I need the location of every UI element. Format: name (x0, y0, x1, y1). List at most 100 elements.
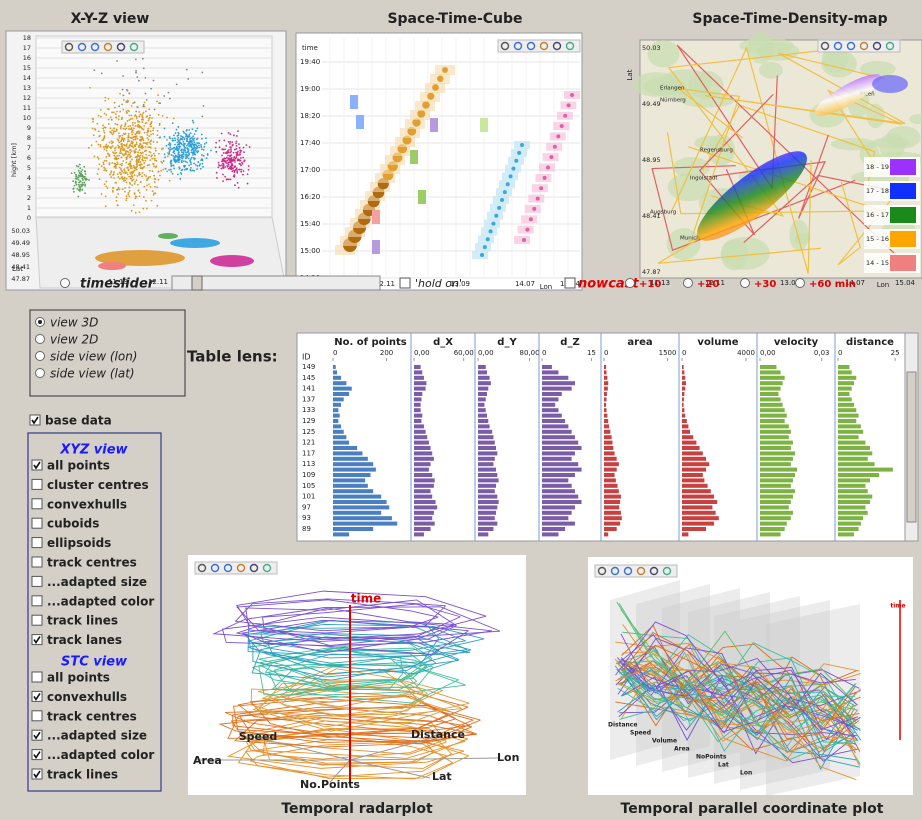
checkbox[interactable] (31, 749, 43, 761)
checkbox[interactable] (399, 277, 411, 289)
checkbox[interactable] (564, 277, 576, 289)
checkbox[interactable] (31, 556, 43, 568)
bar (604, 456, 617, 461)
point (178, 146, 181, 149)
tool-icon[interactable] (526, 41, 536, 51)
radio[interactable] (740, 278, 750, 288)
tool-icon[interactable] (610, 566, 620, 576)
tool-icon[interactable] (262, 563, 272, 573)
point (128, 128, 130, 131)
bar (542, 397, 559, 402)
scroll-thumb[interactable] (906, 371, 917, 523)
bar (838, 478, 870, 483)
tool-icon[interactable] (846, 41, 856, 51)
tool-icon[interactable] (249, 563, 259, 573)
checkbox[interactable] (31, 498, 43, 510)
radio[interactable] (683, 278, 693, 288)
tool-icon[interactable] (859, 41, 869, 51)
tool-icon[interactable] (513, 41, 523, 51)
tool-icon[interactable] (565, 41, 575, 51)
point (233, 134, 235, 137)
point (107, 153, 110, 156)
tool-icon[interactable] (103, 42, 113, 52)
checkbox[interactable] (31, 729, 43, 741)
point (122, 149, 125, 152)
checkbox[interactable] (31, 710, 43, 722)
tool-icon[interactable] (90, 42, 100, 52)
radio[interactable] (795, 278, 805, 288)
checkbox[interactable] (31, 614, 43, 626)
point (127, 138, 130, 141)
bar (838, 402, 854, 407)
slider-track[interactable] (171, 275, 381, 291)
slider-thumb[interactable] (191, 275, 203, 291)
tool-icon[interactable] (636, 566, 646, 576)
point (103, 159, 106, 162)
pc-line (621, 658, 856, 697)
checkbox[interactable] (31, 634, 43, 646)
tool-icon[interactable] (539, 41, 549, 51)
checkbox[interactable] (31, 671, 43, 683)
radio[interactable] (35, 368, 45, 378)
bar (760, 532, 781, 537)
checkbox[interactable] (31, 537, 43, 549)
radio[interactable] (35, 351, 45, 361)
point (229, 141, 232, 143)
bar (838, 483, 866, 488)
point (130, 128, 133, 131)
tool-icon[interactable] (64, 42, 74, 52)
bar (760, 386, 781, 391)
point (126, 140, 129, 143)
tool-icon[interactable] (236, 563, 246, 573)
checkbox[interactable] (31, 478, 43, 490)
toolbar-bg (497, 39, 581, 53)
tool-icon[interactable] (552, 41, 562, 51)
checkbox[interactable] (31, 459, 43, 471)
point (200, 137, 203, 140)
bar (838, 386, 852, 391)
point (130, 209, 133, 212)
radio[interactable] (35, 334, 45, 344)
tool-icon[interactable] (662, 566, 672, 576)
tool-icon[interactable] (129, 42, 139, 52)
tool-icon[interactable] (649, 566, 659, 576)
tool-icon[interactable] (597, 566, 607, 576)
checkbox[interactable] (31, 690, 43, 702)
point (231, 141, 234, 144)
bar (414, 435, 428, 440)
tool-icon[interactable] (833, 41, 843, 51)
tool-icon[interactable] (210, 563, 220, 573)
checkbox[interactable] (31, 517, 43, 529)
bar (682, 505, 713, 510)
tool-icon[interactable] (197, 563, 207, 573)
tool-icon[interactable] (500, 41, 510, 51)
point (149, 169, 151, 172)
tool-icon[interactable] (223, 563, 233, 573)
tool-icon[interactable] (77, 42, 87, 52)
tool-icon[interactable] (623, 566, 633, 576)
tool-icon[interactable] (820, 41, 830, 51)
point (117, 118, 120, 121)
radio[interactable] (625, 278, 635, 288)
point (172, 164, 175, 167)
checkbox[interactable] (31, 595, 43, 607)
tool-icon[interactable] (885, 41, 895, 51)
bar (333, 365, 336, 369)
checkbox[interactable] (31, 575, 43, 587)
point (167, 91, 170, 94)
y-tick-label: 16 (23, 54, 31, 62)
radio[interactable] (60, 278, 70, 288)
y-tick-label: 0 (27, 214, 31, 222)
checkbox[interactable] (31, 768, 43, 780)
point (178, 158, 181, 161)
bar (542, 473, 575, 477)
tool-icon[interactable] (116, 42, 126, 52)
point (122, 172, 125, 174)
point (97, 114, 100, 117)
point (127, 168, 130, 171)
point (200, 144, 202, 146)
point (221, 148, 224, 151)
tool-icon[interactable] (872, 41, 882, 51)
point (198, 142, 201, 145)
checkbox[interactable] (29, 414, 41, 426)
